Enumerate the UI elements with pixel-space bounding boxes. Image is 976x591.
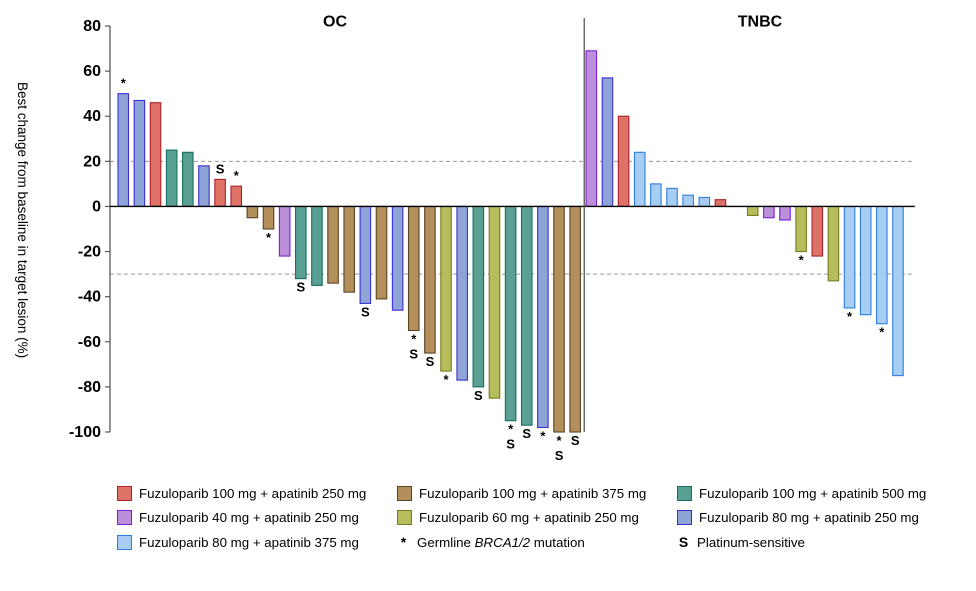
svg-text:-80: -80: [78, 379, 101, 396]
svg-text:60: 60: [83, 63, 101, 80]
svg-text:*: *: [879, 325, 885, 340]
svg-text:*: *: [121, 76, 127, 91]
svg-text:*: *: [234, 168, 240, 183]
svg-text:*: *: [508, 422, 514, 437]
svg-text:80: 80: [83, 18, 101, 35]
svg-text:S: S: [216, 161, 225, 176]
svg-text:-40: -40: [78, 289, 101, 306]
svg-text:-60: -60: [78, 334, 101, 351]
svg-text:0: 0: [92, 198, 101, 215]
svg-text:*: *: [444, 372, 450, 387]
svg-text:S: S: [474, 388, 483, 403]
svg-text:*: *: [847, 309, 853, 324]
svg-text:*: *: [799, 253, 805, 268]
svg-text:S: S: [426, 354, 435, 369]
svg-text:S: S: [571, 433, 580, 448]
svg-text:S: S: [409, 347, 418, 362]
svg-text:OC: OC: [323, 13, 347, 30]
svg-text:*: *: [556, 433, 562, 448]
svg-text:-20: -20: [78, 244, 101, 261]
svg-text:TNBC: TNBC: [738, 13, 783, 30]
svg-text:*: *: [266, 230, 272, 245]
svg-text:S: S: [506, 437, 515, 452]
svg-text:S: S: [555, 448, 564, 463]
svg-text:20: 20: [83, 153, 101, 170]
svg-text:S: S: [296, 280, 305, 295]
svg-text:*: *: [540, 428, 546, 443]
svg-text:S: S: [522, 426, 531, 441]
svg-text:40: 40: [83, 108, 101, 125]
svg-text:*: *: [411, 332, 417, 347]
svg-text:-100: -100: [69, 424, 101, 441]
svg-text:S: S: [361, 304, 370, 319]
